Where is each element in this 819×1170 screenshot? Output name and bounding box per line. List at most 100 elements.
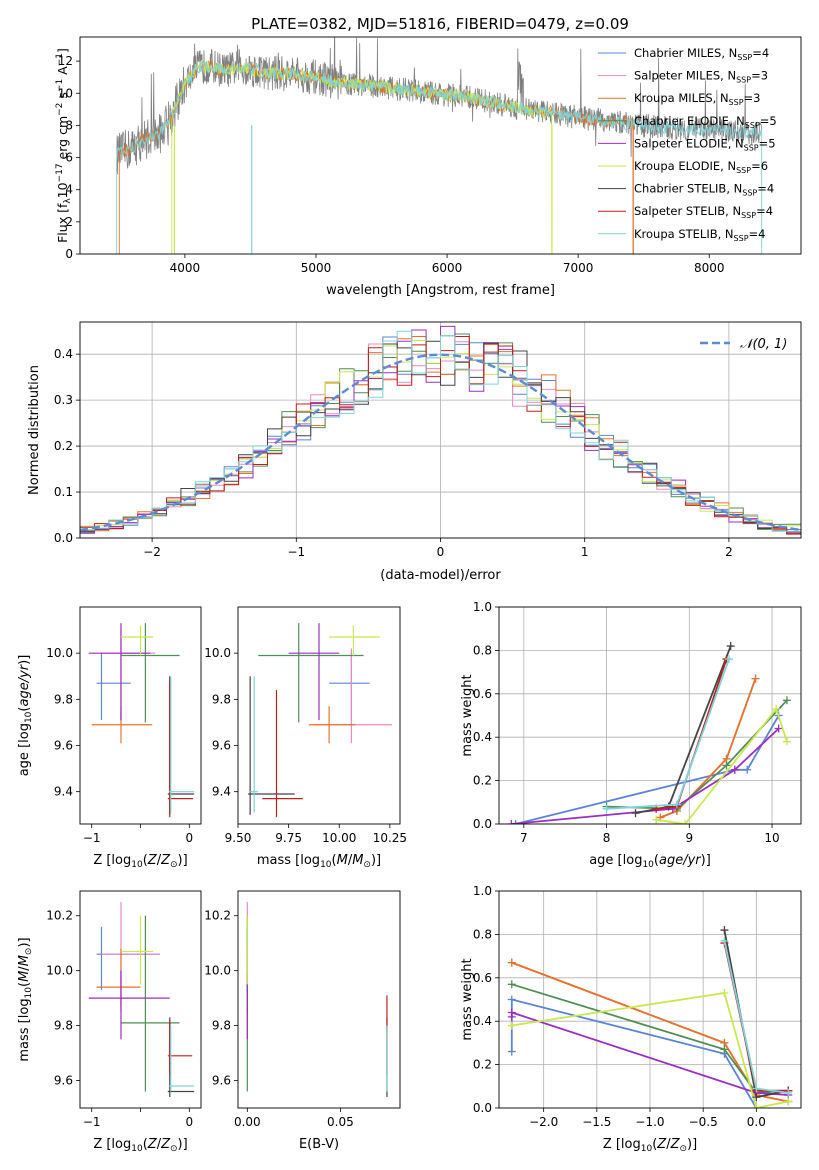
y-axis-label: age [log10(age/yr)] bbox=[17, 655, 34, 777]
y-tick-label: 10.2 bbox=[46, 909, 73, 923]
x-tick-label: −1.0 bbox=[635, 1115, 664, 1129]
legend-entry: Salpeter MILES, NSSP=3 bbox=[634, 69, 768, 85]
point-chabrier-miles bbox=[96, 926, 161, 990]
data-point bbox=[772, 704, 781, 713]
axes-frame bbox=[237, 606, 401, 825]
x-axis-label: E(B-V) bbox=[299, 1137, 339, 1152]
y-tick-label: 10.0 bbox=[204, 646, 231, 660]
series-kroupa-elodie bbox=[652, 704, 791, 824]
x-tick-label: 0.0 bbox=[747, 1115, 766, 1129]
y-tick-label: 0.4 bbox=[473, 730, 492, 744]
model-spectrum-kroupa-stelib bbox=[116, 60, 763, 254]
x-tick-label: −2.0 bbox=[529, 1115, 558, 1129]
x-tick-label: −1.5 bbox=[582, 1115, 611, 1129]
y-tick-label: 0.8 bbox=[473, 927, 492, 941]
y-tick-label: 9.8 bbox=[54, 692, 73, 706]
legend-entry: Salpeter ELODIE, NSSP=5 bbox=[634, 136, 776, 152]
y-tick-label: 2 bbox=[65, 215, 73, 229]
y-tick-label: 0.1 bbox=[54, 485, 73, 499]
point-salpeter-miles bbox=[101, 630, 156, 723]
point-chabrier-elodie bbox=[120, 623, 180, 723]
x-tick-label: 5000 bbox=[301, 261, 332, 275]
histogram-kroupa-stelib bbox=[80, 330, 801, 538]
y-tick-label: 10 bbox=[58, 86, 73, 100]
x-tick-label: −1 bbox=[287, 545, 305, 559]
y-tick-label: 0.4 bbox=[473, 1014, 492, 1028]
panel-spectrum: 4000 5000 6000 7000 8000 0 2 4 6 8 10 12 wavelength … bbox=[55, 36, 802, 298]
x-tick-label: 9 bbox=[685, 831, 693, 845]
data-point bbox=[507, 1047, 516, 1056]
data-point bbox=[507, 820, 516, 824]
x-tick-label: −0.5 bbox=[689, 1115, 718, 1129]
point-kroupa-stelib bbox=[250, 676, 259, 813]
x-axis-label: Z [log10(Z/Z⊙)] bbox=[93, 853, 187, 870]
axes-frame bbox=[79, 890, 202, 1109]
point-kroupa-elodie bbox=[120, 625, 154, 656]
legend-entry: Kroupa STELIB, NSSP=4 bbox=[634, 227, 765, 243]
point-salpeter-miles bbox=[312, 648, 392, 744]
y-tick-label: 9.6 bbox=[54, 1074, 73, 1088]
x-axis-label: mass [log10(M/M⊙)] bbox=[257, 853, 381, 870]
axes-frame bbox=[79, 606, 202, 825]
data-point bbox=[722, 761, 731, 770]
y-axis-label: Normed distribution bbox=[27, 365, 42, 495]
data-point bbox=[725, 655, 734, 664]
legend-entry: 𝒩(0, 1) bbox=[740, 337, 787, 352]
y-tick-label: 9.8 bbox=[54, 1019, 73, 1033]
axes-frame bbox=[237, 890, 401, 1109]
data-point bbox=[784, 1088, 793, 1097]
series-line bbox=[511, 983, 789, 1094]
series-kroupa-stelib bbox=[602, 655, 734, 813]
point-chabrier-miles bbox=[329, 653, 370, 721]
point-chabrier-miles bbox=[96, 653, 131, 721]
plot-area bbox=[499, 607, 801, 824]
y-tick-label: 9.6 bbox=[212, 1074, 231, 1088]
y-tick-label: 9.4 bbox=[212, 785, 231, 799]
plot-area bbox=[499, 891, 801, 1108]
x-tick-label: 0.00 bbox=[234, 1115, 261, 1129]
legend: Chabrier MILES, NSSP=4 Salpeter MILES, NS… bbox=[598, 46, 777, 243]
point-kroupa-stelib bbox=[168, 676, 195, 813]
y-tick-label: 0.8 bbox=[473, 643, 492, 657]
x-tick-label: 0.05 bbox=[327, 1115, 354, 1129]
point-kroupa-stelib bbox=[168, 1025, 195, 1092]
x-tick-label: 4000 bbox=[170, 261, 201, 275]
data-point bbox=[784, 1097, 793, 1106]
series-line bbox=[511, 991, 789, 1108]
legend-entry: Salpeter STELIB, NSSP=4 bbox=[634, 204, 773, 220]
series-line bbox=[656, 707, 788, 824]
x-tick-label: 8 bbox=[603, 831, 611, 845]
y-tick-label: 9.6 bbox=[212, 739, 231, 753]
series-salpeter-elodie bbox=[507, 724, 783, 824]
x-tick-label: 10.00 bbox=[322, 831, 356, 845]
data-point bbox=[782, 737, 791, 746]
panel-mass-weight-vs-age: 7 8 9 10 0.0 0.2 0.4 0.6 0.8 1.0 age [log10(age/yr… bbox=[460, 600, 802, 870]
data-point bbox=[602, 804, 611, 813]
panel-age-vs-Z: −1 0 9.4 9.6 9.8 10.0 Z [log10(Z/Z⊙)] age [log1… bbox=[17, 606, 202, 870]
data-point bbox=[720, 936, 729, 945]
x-tick-label: −1 bbox=[83, 831, 101, 845]
series-kroupa-stelib bbox=[720, 936, 793, 1097]
x-axis-label: Z [log10(Z/Z⊙)] bbox=[93, 1137, 187, 1154]
point-kroupa-miles bbox=[96, 948, 141, 1012]
x-tick-label: 0 bbox=[185, 831, 193, 845]
point-salpeter-stelib bbox=[167, 1020, 193, 1076]
panel-mass-weight-vs-Z: −2.0 −1.5 −1.0 −0.5 0.0 0.0 0.2 0.4 0.6 0.8 1.0 Z [… bbox=[460, 884, 802, 1154]
y-tick-label: 9.6 bbox=[54, 739, 73, 753]
plot-area bbox=[248, 623, 392, 818]
y-tick-label: 1.0 bbox=[473, 600, 492, 614]
point-chabrier-stelib bbox=[167, 676, 195, 815]
legend-entry: Chabrier MILES, NSSP=4 bbox=[634, 46, 769, 62]
figure-title: PLATE=0382, MJD=51816, FIBERID=0479, z=0… bbox=[251, 15, 629, 33]
x-tick-label: 0 bbox=[437, 545, 445, 559]
x-tick-label: 0 bbox=[185, 1115, 193, 1129]
data-point bbox=[631, 809, 640, 818]
series-line bbox=[606, 699, 788, 810]
data-point bbox=[681, 820, 690, 824]
x-tick-label: −2 bbox=[143, 545, 161, 559]
y-tick-label: 8 bbox=[65, 118, 73, 132]
y-tick-label: 0.2 bbox=[54, 439, 73, 453]
y-axis-label: mass [log10(M/M⊙)] bbox=[17, 937, 34, 1061]
y-axis-label: mass weight bbox=[460, 958, 475, 1040]
series-line bbox=[659, 678, 757, 819]
